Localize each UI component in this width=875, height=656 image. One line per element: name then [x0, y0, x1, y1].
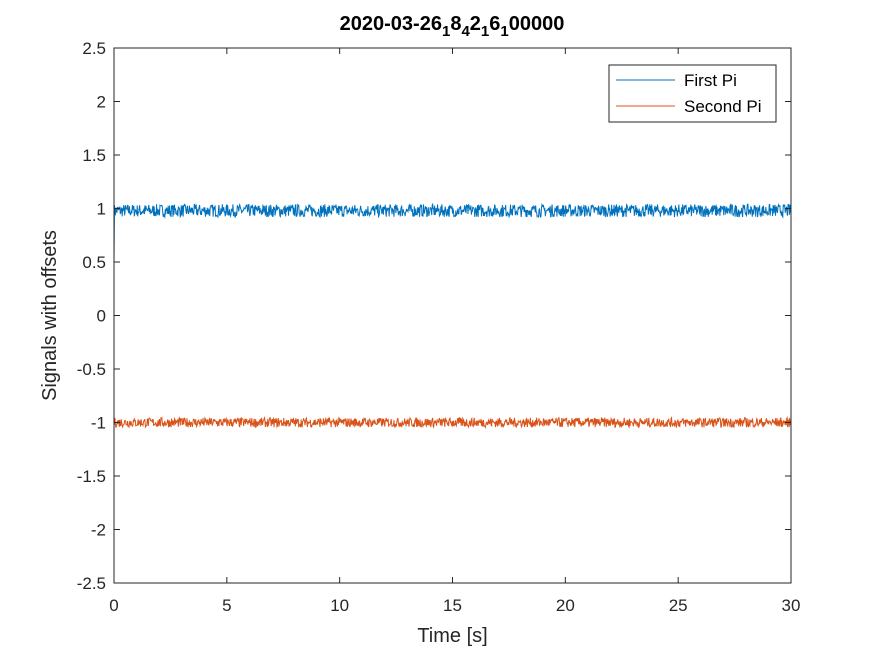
y-tick-label: 1.5: [82, 146, 106, 165]
y-tick-label: 0: [97, 307, 106, 326]
ticks-layer: 0 5 10 15 20 25 30 2.5 2 1.5 1 0.5 0 -0.5 -1 -1.5 -2 -2.5: [77, 39, 801, 615]
chart-title: 2020-03-26184216100000: [340, 13, 565, 40]
y-tick-label: -2.5: [77, 574, 106, 593]
chart-title-part: 00000: [509, 13, 565, 35]
chart-title-part: 1: [481, 23, 489, 40]
x-tick-label: 5: [222, 596, 231, 615]
y-tick-label: -0.5: [77, 360, 106, 379]
y-tick-label: 2: [97, 93, 106, 112]
chart-title-part: 6: [489, 13, 500, 35]
x-tick-label: 0: [109, 596, 118, 615]
plot-area: [114, 48, 791, 583]
y-tick-label: -2: [91, 521, 106, 540]
y-tick-label: 1: [97, 200, 106, 219]
x-tick-label: 25: [669, 596, 688, 615]
series-line-first-pi: [113, 202, 792, 263]
chart-title-part: 1: [500, 23, 508, 40]
x-tick-label: 20: [556, 596, 575, 615]
y-tick-label: -1.5: [77, 467, 106, 486]
series-layer: [113, 202, 792, 429]
legend-box: [608, 64, 777, 123]
x-axis-label: Time [s]: [417, 625, 487, 647]
y-axis-label: Signals with offsets: [39, 230, 61, 401]
y-tick-label: 2.5: [82, 39, 106, 58]
chart-title-part: 4: [461, 23, 470, 40]
chart-title-part: 1: [442, 23, 450, 40]
y-tick-label: -1: [91, 414, 106, 433]
legend: First Pi Second Pi: [608, 64, 777, 123]
legend-label-second-pi: Second Pi: [684, 97, 762, 116]
chart-title-part: 2: [470, 13, 481, 35]
legend-label-first-pi: First Pi: [684, 71, 737, 90]
x-tick-label: 10: [330, 596, 349, 615]
y-tick-label: 0.5: [82, 253, 106, 272]
series-line-second-pi: [113, 415, 792, 429]
chart-title-part: 8: [450, 13, 461, 35]
chart-title-part: 2020-03-26: [340, 13, 442, 35]
x-tick-label: 30: [782, 596, 801, 615]
x-tick-label: 15: [443, 596, 462, 615]
